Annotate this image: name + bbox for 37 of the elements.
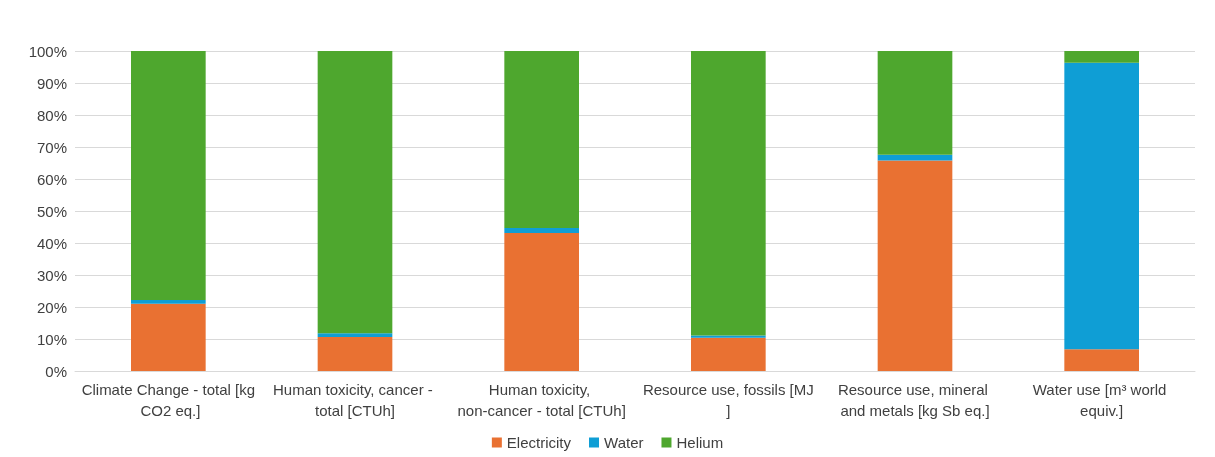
legend-label: Helium — [676, 434, 724, 451]
y-tick-label: 50% — [36, 202, 67, 220]
x-tick-label: Human toxicity, non-cancer - total [CTUh] — [457, 381, 626, 419]
y-tick-label: 60% — [36, 170, 67, 188]
y-tick-label: 30% — [36, 266, 67, 284]
bar — [1064, 62, 1139, 350]
bar — [504, 227, 579, 234]
bar — [691, 51, 766, 336]
bar — [317, 51, 393, 334]
y-tick-label: 80% — [36, 106, 67, 124]
legend-label: Water — [604, 434, 644, 451]
y-tick-label: 90% — [36, 74, 67, 92]
bar — [131, 51, 206, 300]
y-tick-label: 40% — [36, 234, 67, 252]
bar — [131, 299, 206, 304]
bar — [131, 303, 206, 371]
y-tick-label: 20% — [36, 298, 67, 316]
bar — [504, 233, 579, 371]
x-tick-label: Resource use, mineral and metals [kg Sb eq.] — [837, 381, 993, 419]
y-tick-label: 100% — [28, 42, 67, 60]
bar — [317, 337, 393, 371]
y-tick-label: 0% — [45, 362, 67, 380]
x-tick-label: Water use [m³ world equiv.] — [1032, 381, 1171, 419]
bar — [317, 333, 393, 338]
bar — [877, 160, 953, 371]
bar — [877, 51, 953, 155]
bar — [1064, 349, 1139, 371]
bar — [1064, 51, 1139, 63]
bar — [691, 337, 766, 371]
bar — [691, 335, 766, 338]
y-tick-label: 70% — [36, 138, 67, 156]
legend-label: Electricity — [506, 434, 572, 451]
x-tick-label: Climate Change - total [kg CO2 eq.] — [81, 381, 256, 419]
bar — [504, 51, 579, 228]
y-tick-label: 10% — [36, 330, 67, 348]
x-tick-label: Human toxicity, cancer - total [CTUh] — [273, 381, 437, 419]
x-tick-label: Resource use, fossils [MJ] — [642, 381, 814, 419]
